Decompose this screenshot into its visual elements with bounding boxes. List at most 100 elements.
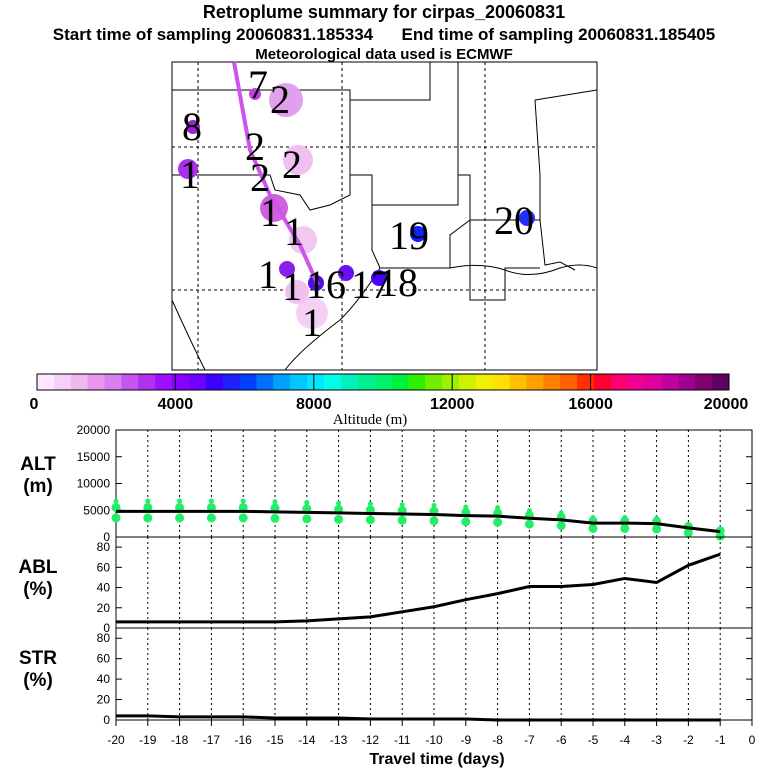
state-border bbox=[240, 174, 351, 211]
y-axis-label: (%) bbox=[23, 670, 53, 691]
altitude-sample-point bbox=[526, 508, 532, 514]
colorbar-cell bbox=[323, 374, 342, 390]
colorbar-cell bbox=[357, 374, 376, 390]
altitude-sample-point bbox=[145, 498, 151, 504]
colorbar-cell bbox=[627, 374, 646, 390]
map-day-label: 1 bbox=[180, 152, 200, 197]
x-tick-label: -8 bbox=[492, 733, 503, 747]
colorbar-cell bbox=[121, 374, 139, 390]
colorbar-cell bbox=[256, 374, 274, 390]
altitude-sample-point bbox=[622, 515, 628, 521]
colorbar-cell bbox=[492, 374, 511, 390]
x-tick-label: -14 bbox=[298, 733, 316, 747]
altitude-sample-point bbox=[143, 502, 153, 512]
y-tick-label: 20000 bbox=[77, 423, 111, 437]
altitude-sample-point bbox=[111, 502, 121, 512]
plume-cluster bbox=[279, 261, 295, 277]
altitude-sample-point bbox=[493, 517, 503, 527]
x-tick-label: 0 bbox=[749, 733, 756, 747]
altitude-sample-point bbox=[495, 505, 501, 511]
series-line-abl bbox=[116, 552, 721, 624]
colorbar-cell bbox=[712, 374, 730, 390]
map-day-label: 17 bbox=[351, 262, 391, 307]
plume-cluster bbox=[285, 280, 309, 304]
series-line-str bbox=[116, 714, 721, 722]
state-border bbox=[534, 89, 598, 101]
y-tick-label: 40 bbox=[97, 672, 111, 686]
y-tick-label: 60 bbox=[97, 652, 111, 666]
colorbar-tick-labels: 0 4000 8000 12000 16000 20000 bbox=[30, 374, 749, 413]
altitude-sample-point bbox=[524, 519, 534, 529]
y-axis-label: STR bbox=[19, 648, 57, 669]
altitude-sample-point bbox=[143, 513, 153, 523]
x-tick-label: -6 bbox=[556, 733, 567, 747]
gulf-coastline bbox=[284, 267, 381, 371]
map-day-label: 1 bbox=[282, 264, 302, 309]
state-border bbox=[349, 100, 459, 206]
series-line-alt bbox=[116, 509, 721, 534]
y-tick-label: 0 bbox=[103, 530, 110, 544]
y-axis-label: (m) bbox=[23, 476, 53, 497]
colorbar-cell bbox=[290, 374, 308, 390]
altitude-sample-point bbox=[461, 517, 471, 527]
colorbar-cell bbox=[644, 374, 662, 390]
colorbar-cell bbox=[87, 374, 106, 390]
map-day-label: 1 bbox=[302, 300, 322, 345]
start-time-label: Start time of sampling 20060831.185334 bbox=[52, 25, 374, 44]
state-border bbox=[371, 205, 471, 269]
y-tick-label: 80 bbox=[97, 631, 111, 645]
colorbar-cell bbox=[222, 374, 241, 390]
colorbar-cell bbox=[678, 374, 696, 390]
plume-cluster bbox=[249, 88, 261, 100]
state-border bbox=[469, 220, 540, 301]
colorbar-cell bbox=[37, 374, 55, 390]
map-day-label: 2 bbox=[270, 77, 290, 122]
plume-cluster bbox=[289, 226, 317, 254]
y-tick-label: 10000 bbox=[77, 477, 111, 491]
altitude-sample-point bbox=[399, 502, 405, 508]
y-tick-label: 40 bbox=[97, 581, 111, 595]
plume-clusters bbox=[178, 83, 535, 329]
colorbar-cell bbox=[610, 374, 629, 390]
end-time-label: End time of sampling 20060831.185405 bbox=[401, 25, 716, 44]
colorbar-cell bbox=[509, 374, 527, 390]
altitude-sample-point bbox=[336, 500, 342, 506]
travel-time-axis: -20 -19 -18 -17 -16 -15 -14 -13 -12 -11 -10 -9 -8 -7-… bbox=[107, 720, 756, 747]
altitude-sample-point bbox=[429, 516, 439, 526]
colorbar-tick-label: 8000 bbox=[296, 396, 332, 413]
y-tick-label: 20 bbox=[97, 693, 111, 707]
colorbar-cell bbox=[70, 374, 89, 390]
altitude-sample-point bbox=[685, 521, 691, 527]
y-tick-label: 60 bbox=[97, 560, 111, 574]
x-tick-label: -20 bbox=[107, 733, 125, 747]
altitude-sample-point bbox=[206, 513, 216, 523]
x-tick-label: -12 bbox=[362, 733, 380, 747]
altitude-sample-point bbox=[588, 523, 598, 533]
plume-cluster bbox=[178, 159, 198, 179]
colorbar-tick-label: 20000 bbox=[704, 396, 749, 413]
time-series-panels: 05000100001500020000ALT(m)020406080ABL(%… bbox=[18, 423, 753, 727]
colorbar-cell bbox=[273, 374, 291, 390]
colorbar-cell bbox=[53, 374, 72, 390]
altitude-sample-point bbox=[302, 514, 312, 524]
colorbar-tick-label: 4000 bbox=[158, 396, 194, 413]
colorbar-cell bbox=[155, 374, 173, 390]
altitude-sample-point bbox=[113, 498, 119, 504]
altitude-sample-point bbox=[270, 513, 280, 523]
x-tick-label: -5 bbox=[588, 733, 599, 747]
altitude-sample-point bbox=[206, 502, 216, 512]
x-tick-label: -15 bbox=[266, 733, 284, 747]
map-day-label: 2 bbox=[245, 124, 265, 169]
panel-str: 0 20 40 60 80 STR(%) bbox=[19, 627, 753, 727]
y-tick-label: 15000 bbox=[77, 450, 111, 464]
altitude-sample-point bbox=[304, 500, 310, 506]
state-borders bbox=[171, 62, 598, 371]
colorbar-cell bbox=[661, 374, 679, 390]
altitude-sample-point bbox=[111, 513, 121, 523]
x-tick-label: -3 bbox=[651, 733, 662, 747]
map-day-label: 8 bbox=[182, 104, 202, 149]
colorbar-cell bbox=[560, 374, 578, 390]
